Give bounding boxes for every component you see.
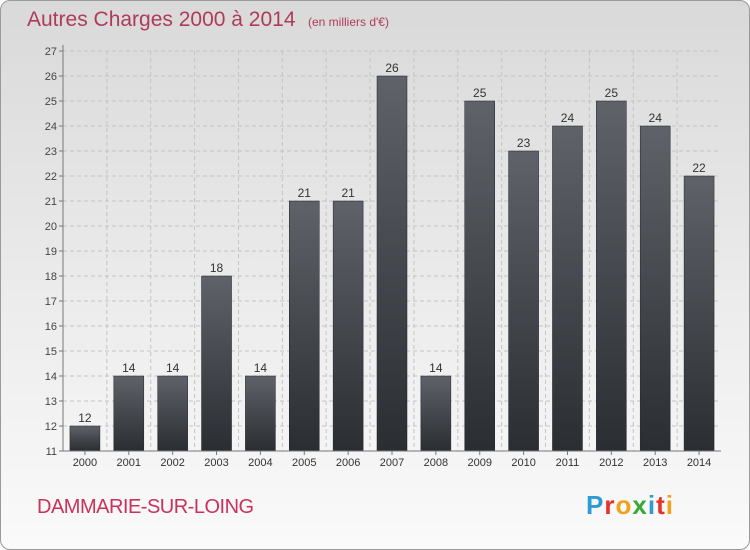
y-tick-label: 15 [45,346,57,358]
x-tick-label: 2001 [117,457,141,469]
x-tick-label: 2000 [73,457,97,469]
city-name: DAMMARIE-SUR-LOING [37,496,254,518]
y-tick-label: 26 [45,71,57,83]
labels: 11 12 13 14 15 16 17 18 19 20 21 22 23 24 25 26 27 12 2000… [45,46,712,469]
x-tick-label: 2007 [380,457,404,469]
x-tick-label: 2006 [336,457,360,469]
logo-letter: r [604,490,616,520]
y-tick-label: 17 [45,296,57,308]
x-tick-label: 2004 [248,457,272,469]
logo-letter: P [586,490,605,520]
bar [420,375,452,452]
bar [157,375,188,452]
y-tick-label: 24 [45,121,57,133]
bar-value-label: 18 [210,261,224,275]
y-tick-label: 27 [45,46,57,58]
bar [683,175,715,452]
bar-value-label: 24 [561,111,575,125]
y-tick-label: 19 [45,246,57,258]
bar-value-label: 25 [473,86,487,100]
bar [201,275,232,452]
x-tick-label: 2010 [511,457,535,469]
x-tick-label: 2012 [599,457,623,469]
bar-value-label: 25 [605,86,619,100]
bar-value-label: 22 [692,161,706,175]
bar-value-label: 14 [254,361,268,375]
y-tick-label: 14 [45,371,57,383]
bar [245,375,276,452]
bar [69,425,101,452]
logo-letter: x [632,490,648,520]
chart-unit-note: (en milliers d'€) [307,15,389,29]
bar [332,200,364,452]
logo-letter: t [656,490,666,520]
x-tick-label: 2003 [204,457,228,469]
y-tick-label: 18 [45,271,57,283]
axes [59,45,721,455]
title-row: Autres Charges 2000 à 2014 (en milliers … [27,8,389,32]
y-tick-label: 16 [45,321,57,333]
x-tick-label: 2008 [424,457,448,469]
bar-value-label: 12 [78,411,92,425]
bar [113,375,145,452]
bar-value-label: 23 [517,136,531,150]
y-tick-label: 25 [45,96,57,108]
x-tick-label: 2002 [160,457,184,469]
x-tick-label: 2013 [643,457,667,469]
chart-title: Autres Charges 2000 à 2014 [27,8,296,31]
bar-value-label: 26 [385,61,399,75]
x-tick-label: 2009 [467,457,491,469]
y-tick-label: 23 [45,146,57,158]
bar [508,150,539,452]
bar [552,125,583,452]
y-tick-label: 22 [45,171,57,183]
proxiti-logo: Proxiti [586,490,674,521]
x-tick-label: 2014 [687,457,711,469]
bar-value-label: 14 [166,361,180,375]
bar-value-label: 21 [341,186,355,200]
y-tick-label: 12 [45,421,57,433]
logo-letter: i [665,490,674,520]
bars [69,75,715,452]
y-tick-label: 13 [45,396,57,408]
x-tick-label: 2011 [556,457,580,469]
y-tick-label: 21 [45,196,57,208]
bar-value-label: 14 [122,361,136,375]
bar-value-label: 21 [298,186,312,200]
bar [289,200,320,452]
bar-value-label: 24 [649,111,663,125]
x-tick-label: 2005 [292,457,316,469]
bar [376,75,408,452]
bar [464,100,495,452]
bar [596,100,627,452]
y-tick-label: 11 [46,446,57,458]
logo-letter: o [615,490,633,520]
bar-value-label: 14 [429,361,443,375]
y-tick-label: 20 [45,221,57,233]
bar [639,125,671,452]
logo-letter: i [647,490,657,520]
